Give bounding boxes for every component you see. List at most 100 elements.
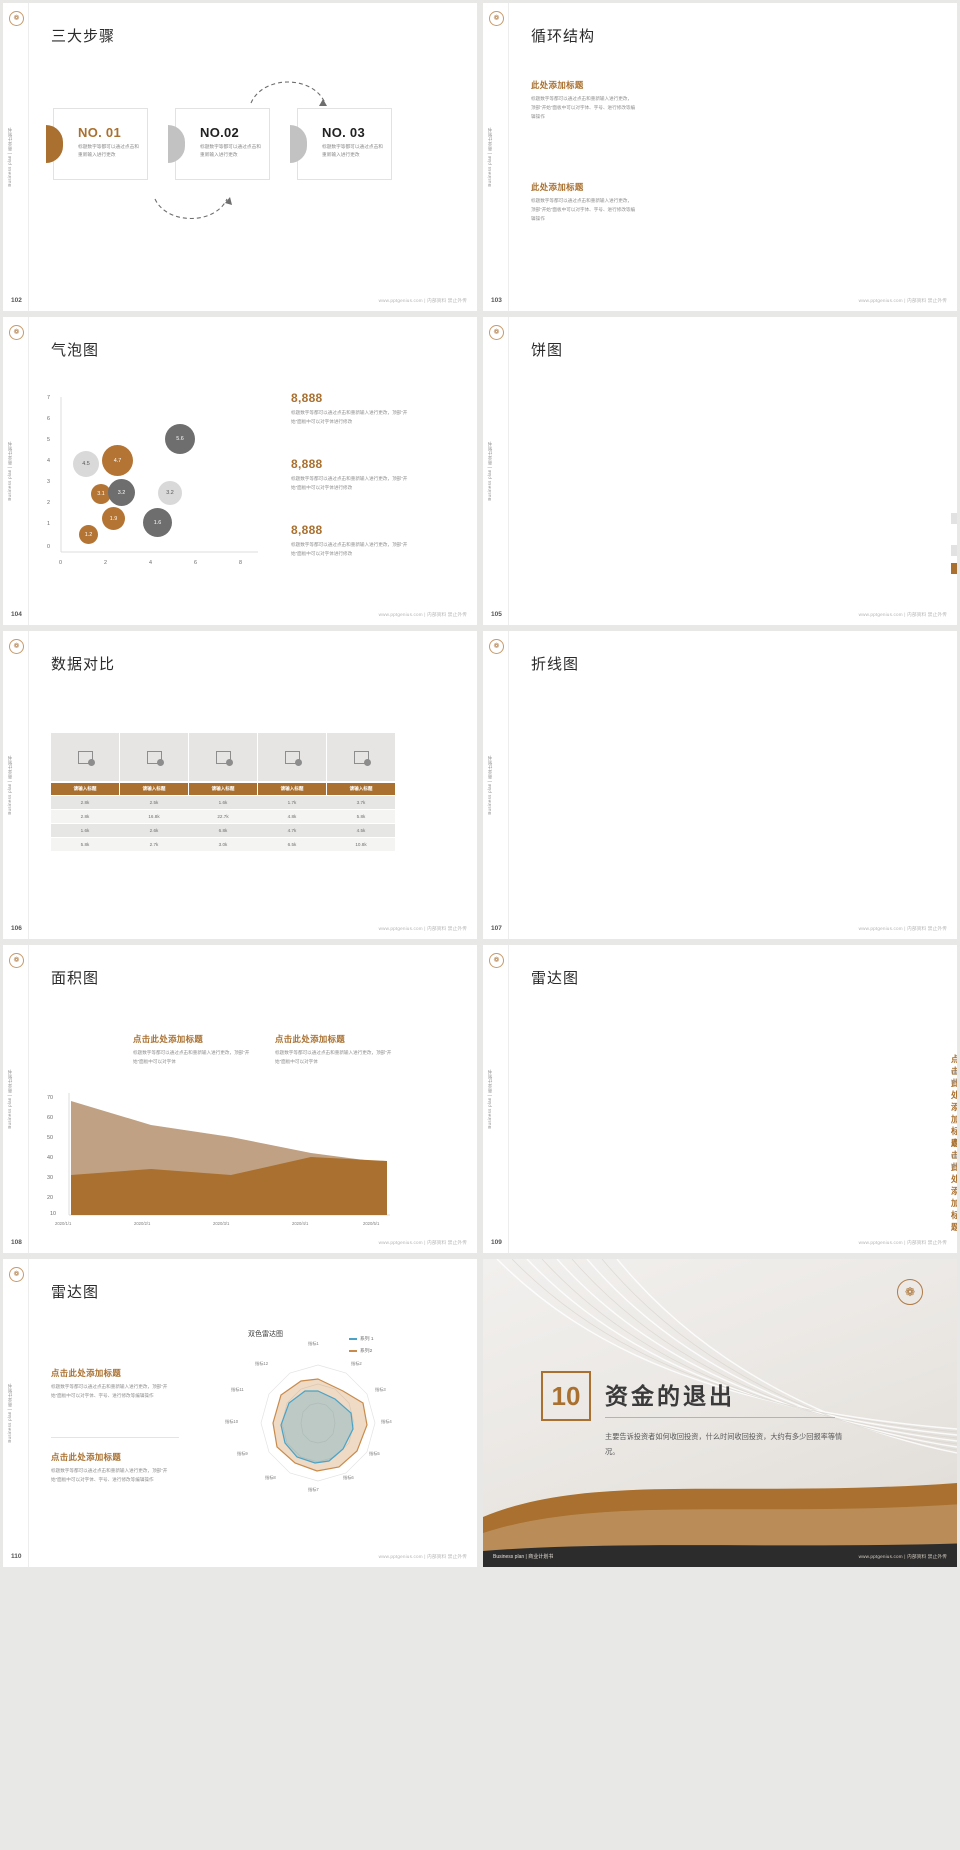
bubble-ytick-0: 0	[47, 544, 50, 550]
table-cell: 6.5k	[287, 841, 297, 847]
image-placeholder[interactable]	[120, 733, 188, 781]
section-title: 资金的退出	[605, 1383, 735, 1409]
slide-rail: ❁ Business plan | 商业计划书	[3, 1259, 29, 1567]
divider	[605, 1417, 835, 1418]
page-title: 气泡图	[51, 342, 100, 359]
radar2-axis-label: 指标4	[381, 1419, 392, 1424]
stat-body-3: 标题数字等都可以通过点击和重新输入进行更改，顶部“开始”面板中可以对字体进行修改	[291, 542, 408, 556]
vertical-label: Business plan | 商业计划书	[7, 1383, 12, 1443]
table-cell: 1.6k	[218, 799, 228, 805]
radar2-legend-item-1[interactable]: 系列 1	[349, 1335, 374, 1342]
bubble-ytick-1: 1	[47, 521, 50, 527]
decorative-ribbons	[496, 1259, 957, 1454]
image-placeholder[interactable]	[51, 733, 119, 781]
slide-rail: ❁ Business plan | 商业计划书	[3, 945, 29, 1253]
brand-logo-icon: ❁	[489, 11, 504, 26]
image-placeholder[interactable]	[189, 733, 257, 781]
bubble-point[interactable]: 1.9	[102, 507, 125, 530]
radar2-axis-label: 指标1	[308, 1341, 319, 1346]
radar2-axis-label: 指标10	[225, 1419, 239, 1424]
table-cell: 2.8k	[80, 813, 90, 819]
area-ytick: 40	[47, 1155, 53, 1161]
image-placeholder[interactable]	[258, 733, 326, 781]
section-body: 主要告诉投资者如何收回投资，什么时间收回投资，大约有多少回报率等情况。	[605, 1432, 843, 1457]
radar2-heading-2: 点击此处添加标题	[51, 1452, 122, 1462]
step-card-3[interactable]: NO. 03 标题数字等都可以通过点击和重新输入进行更改	[290, 108, 392, 180]
slide-108: ❁ Business plan | 商业计划书 面积图 点击此处添加标题 标题数…	[3, 945, 477, 1253]
table-cell: 1.6k	[80, 827, 90, 833]
table-header-cell: 请输入标题	[120, 783, 188, 795]
image-placeholder[interactable]	[327, 733, 395, 781]
table-row	[51, 796, 395, 809]
area-ytick: 20	[47, 1195, 53, 1201]
slide-rail: ❁ Business plan | 商业计划书	[483, 3, 509, 311]
brand-logo-icon: ❁	[9, 639, 24, 654]
page-title: 雷达图	[531, 970, 580, 987]
table-cell: 4.7k	[287, 827, 297, 833]
steps-container: NO. 01 标题数字等都可以通过点击和重新输入进行更改 NO.02 标题数字等…	[46, 108, 393, 188]
table-cell: 4.8k	[287, 813, 297, 819]
table-cell: 16.8k	[148, 813, 160, 819]
bubble-point[interactable]: 1.6	[143, 508, 172, 537]
slide-111: ❁ 10 资金的退出 主要告诉投资者如何收回投资，什么时间收回投资，大约有多少回…	[483, 1259, 957, 1567]
page-title: 饼图	[531, 342, 564, 359]
radar2-body-2: 标题数字等都可以通过点击和重新输入进行更改，顶部“开始”面板中可以对字体、字号、…	[51, 1468, 168, 1482]
radar2-body-1: 标题数字等都可以通过点击和重新输入进行更改，顶部“开始”面板中可以对字体、字号、…	[51, 1384, 168, 1398]
step-card-2[interactable]: NO.02 标题数字等都可以通过点击和重新输入进行更改	[168, 108, 270, 180]
radar2-axis-label: 指标6	[343, 1475, 354, 1480]
radar-body-2: 标题数字等都可以通过点击和重新输入进行更改，顶部“开始”面板中可以对字体、字号、…	[951, 1154, 957, 1168]
step-marker-icon	[168, 125, 185, 163]
page-title: 循环结构	[531, 28, 596, 45]
bubble-point[interactable]: 4.7	[102, 445, 133, 476]
footer-text: www.pptgenius.com | 内部资料 禁止外传	[858, 1240, 947, 1245]
radar-heading-2: 点击此处添加标题	[951, 1138, 957, 1232]
bubble-ytick-2: 2	[47, 500, 50, 506]
bubble-xtick-4: 8	[239, 560, 242, 566]
bottom-wave	[483, 1482, 957, 1567]
table-cell: 2.7k	[149, 841, 159, 847]
legend-label: 系列2	[360, 1349, 373, 1354]
bubble-xtick-0: 0	[59, 560, 62, 566]
bubble-axes	[60, 397, 258, 553]
page-title: 面积图	[51, 970, 100, 987]
table-header-cell: 请输入标题	[327, 783, 395, 795]
bubble-point[interactable]: 4.5	[73, 451, 99, 477]
radar2-chart[interactable]	[223, 1347, 413, 1517]
area-ytick: 60	[47, 1115, 53, 1121]
radar2-legend-item-2[interactable]: 系列2	[349, 1347, 372, 1354]
page-number: 105	[491, 611, 502, 618]
table-cell: 6.8k	[218, 827, 228, 833]
page-number: 102	[11, 297, 22, 304]
bubble-point[interactable]: 5.6	[165, 424, 195, 454]
radar-heading-1: 点击此处添加标题	[951, 1054, 957, 1148]
area-ytick: 70	[47, 1095, 53, 1101]
pie-legend-item[interactable]: 标题数字等都可以通过点击和重新输入进行更改	[951, 545, 957, 556]
stat-body-1: 标题数字等都可以通过点击和重新输入进行更改，顶部“开始”面板中可以对字体进行修改	[291, 410, 408, 424]
bubble-point[interactable]: 3.1	[91, 484, 111, 504]
table-cell: 3.7k	[356, 799, 366, 805]
brand-seal-icon: ❁	[897, 1279, 923, 1305]
table-cell: 10.8k	[355, 841, 367, 847]
stat-value-2: 8,888	[291, 457, 323, 471]
slide-rail: ❁ Business plan | 商业计划书	[3, 317, 29, 625]
footer-text: www.pptgenius.com | 内部资料 禁止外传	[378, 926, 467, 931]
footer-text: www.pptgenius.com | 内部资料 禁止外传	[858, 926, 947, 931]
area-chart[interactable]	[65, 1093, 395, 1225]
area-ytick: 30	[47, 1175, 53, 1181]
pie-legend-item-active[interactable]: 标题数字等都可以通过点击和重新输入进行更改	[951, 563, 957, 574]
bubble-point[interactable]: 3.2	[158, 481, 182, 505]
pie-legend-item[interactable]: 标题数字等都可以通过点击和重新输入进行更改	[951, 513, 957, 524]
step-card-1[interactable]: NO. 01 标题数字等都可以通过点击和重新输入进行更改	[46, 108, 148, 180]
slide-106: ❁ Business plan | 商业计划书 数据对比 请输入标题 请输入标题…	[3, 631, 477, 939]
stat-body-2: 标题数字等都可以通过点击和重新输入进行更改，顶部“开始”面板中可以对字体进行修改	[291, 476, 408, 490]
slide-104: ❁ Business plan | 商业计划书 气泡图 7 6 5 4 3 2 …	[3, 317, 477, 625]
bubble-point[interactable]: 3.2	[108, 479, 135, 506]
slide-rail: ❁ Business plan | 商业计划书	[483, 945, 509, 1253]
table-cell: 2.5k	[149, 799, 159, 805]
bubble-point[interactable]: 1.2	[79, 525, 98, 544]
footer-text: www.pptgenius.com | 内部资料 禁止外传	[378, 1554, 467, 1559]
divider	[951, 1123, 957, 1124]
step-number: NO. 01	[78, 125, 121, 140]
radar2-axis-label: 指标12	[255, 1361, 269, 1366]
pie-legend-item[interactable]: 标题数字等都可以通过点击和重新输入进行更改	[951, 529, 957, 540]
